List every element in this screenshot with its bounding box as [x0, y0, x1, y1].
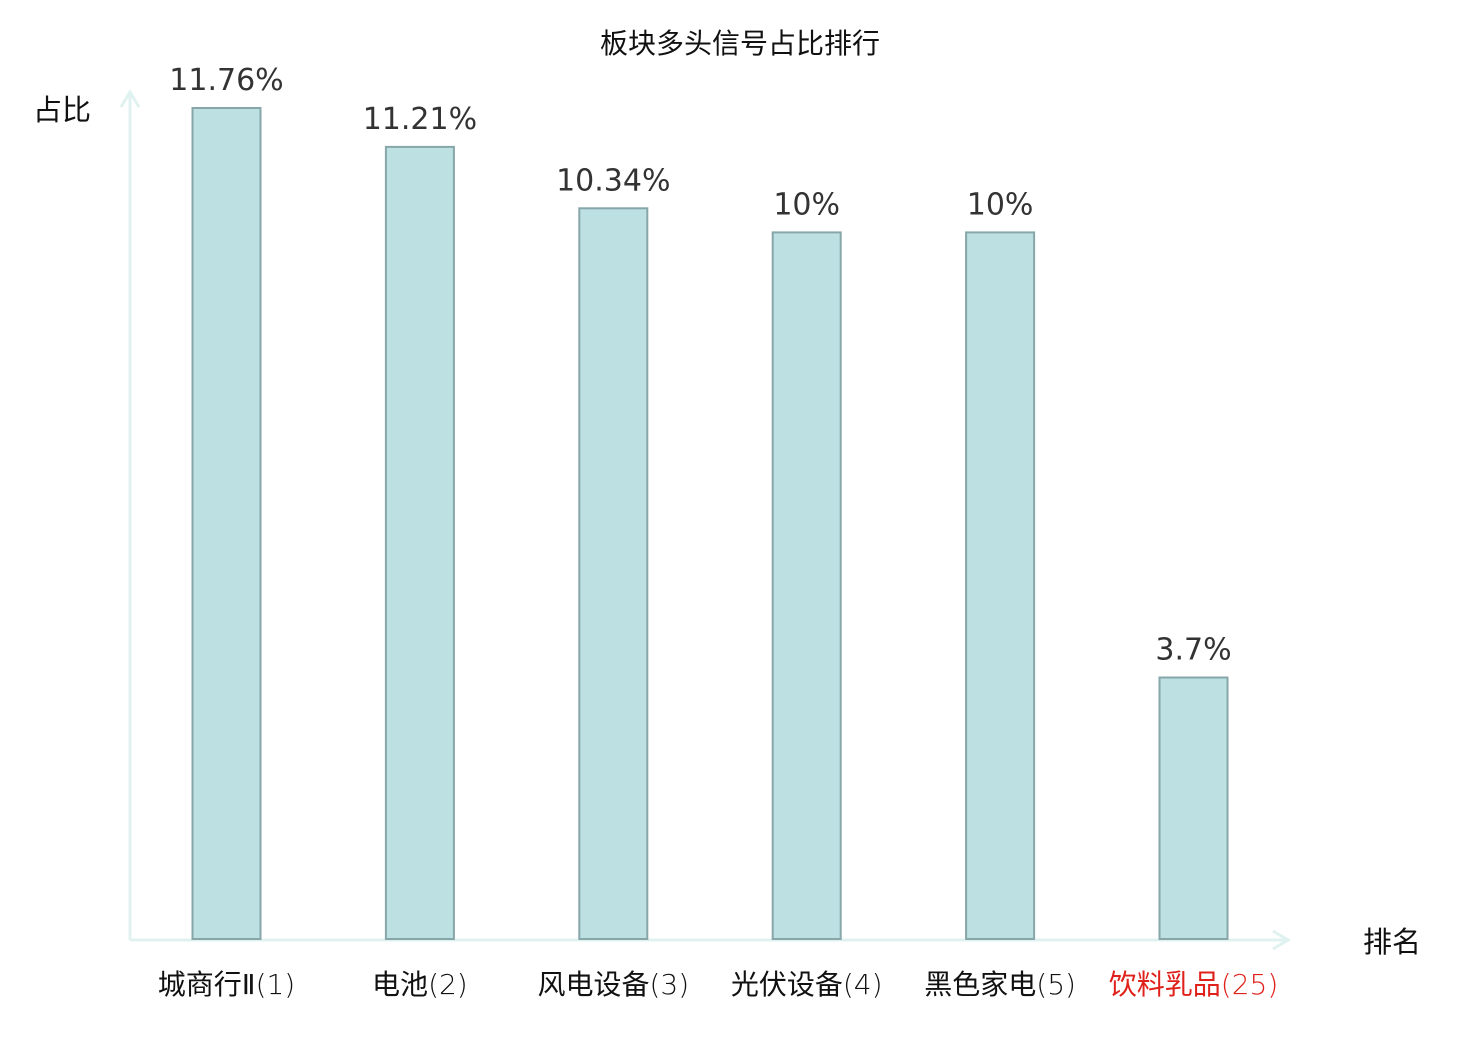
category-name: 光伏设备 — [731, 968, 843, 1001]
bar — [191, 107, 262, 940]
chart-title: 板块多头信号占比排行 — [600, 27, 880, 60]
bar — [578, 207, 649, 941]
category-rank: (25) — [1221, 968, 1278, 1001]
category-labels: 城商行Ⅱ(1) 电池(2) 风电设备(3) 光伏设备(4) 黑色家电(5) 饮料乳品(25… — [158, 968, 1278, 1001]
category-rank: (1) — [256, 968, 296, 1001]
bar-value-label: 3.7% — [1155, 633, 1231, 668]
category-name: 电池 — [372, 968, 428, 1001]
category-label: 黑色家电(5) — [924, 968, 1076, 1001]
category-rank: (4) — [843, 968, 883, 1001]
category-name: 城商行Ⅱ — [158, 968, 256, 1001]
bar-value-labels: 11.76% 11.21% 10.34% 10% 10% 3.7% — [169, 63, 1231, 668]
bar — [771, 231, 842, 940]
category-name: 黑色家电 — [924, 968, 1036, 1001]
category-name: 风电设备 — [537, 968, 649, 1001]
category-label: 风电设备(3) — [537, 968, 689, 1001]
bar — [965, 231, 1036, 940]
x-axis-label: 排名 — [1363, 925, 1421, 959]
bar-value-label: 11.21% — [363, 102, 477, 137]
category-label: 饮料乳品(25) — [1109, 968, 1279, 1001]
category-rank: (5) — [1036, 968, 1076, 1001]
category-label: 城商行Ⅱ(1) — [158, 968, 295, 1001]
bar-value-label: 10% — [967, 187, 1034, 222]
bar — [384, 145, 455, 940]
bar-value-label: 10.34% — [556, 163, 670, 198]
category-rank: (3) — [649, 968, 689, 1001]
bar — [1158, 676, 1229, 940]
bars-group — [191, 107, 1229, 941]
category-rank: (2) — [428, 968, 468, 1001]
y-axis-arrow — [119, 89, 141, 108]
category-label: 光伏设备(4) — [731, 968, 883, 1001]
bar-value-label: 10% — [773, 187, 840, 222]
bar-value-label: 11.76% — [169, 63, 283, 98]
category-label: 电池(2) — [372, 968, 468, 1001]
axes — [119, 89, 1291, 951]
y-axis-label: 占比 — [33, 93, 91, 127]
category-name: 饮料乳品 — [1109, 968, 1221, 1001]
x-axis-arrow — [1272, 929, 1291, 951]
